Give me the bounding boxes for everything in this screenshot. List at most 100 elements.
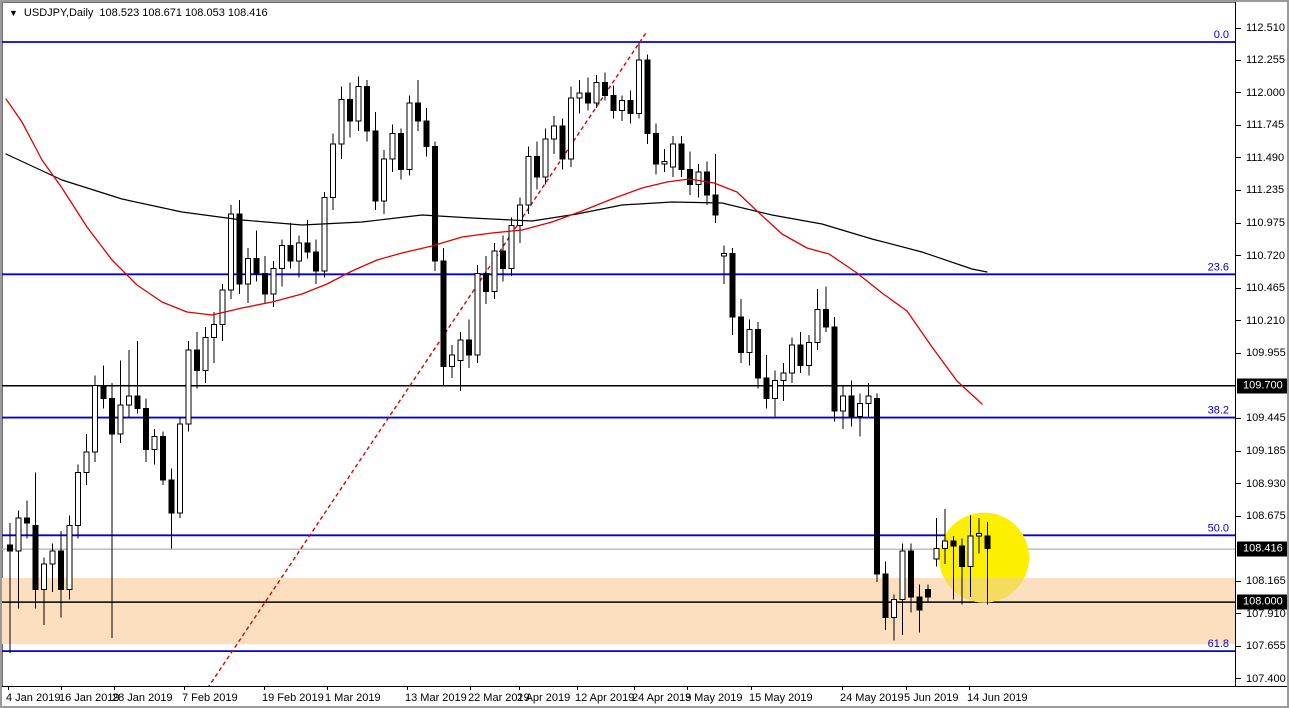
candle [899, 543, 906, 636]
candle [117, 360, 124, 443]
candle [355, 76, 362, 132]
candle [721, 245, 727, 284]
date-tick-mark [407, 686, 408, 690]
price-tick-label: 108.165 [1246, 575, 1286, 588]
ma-slow-black [5, 153, 988, 273]
candle [814, 288, 821, 351]
candle [661, 148, 668, 172]
candle [865, 383, 872, 417]
symbol-dropdown-icon[interactable]: ▼ [9, 8, 18, 18]
candle [321, 192, 328, 278]
time-axis[interactable]: 4 Jan 2019 16 Jan 2019 28 Jan 2019 7 Feb 20… [2, 686, 1287, 706]
chart-plot-area[interactable]: 0.0 23.6 38.2 50.0 61.8 [2, 2, 1235, 706]
date-tick-mark [751, 686, 752, 690]
candle [279, 239, 285, 287]
candle [772, 370, 778, 417]
price-tick-mark [1236, 92, 1241, 94]
price-tick-label: 110.210 [1246, 314, 1285, 327]
date-tick-mark [906, 686, 907, 690]
date-label: 2 Apr 2019 [517, 692, 571, 704]
candle [364, 80, 370, 142]
candle [942, 509, 948, 564]
price-tick-mark [1236, 287, 1241, 289]
price-badge: 109.700 [1237, 378, 1287, 394]
candle [202, 327, 209, 384]
candle [780, 362, 787, 401]
price-tick-mark [1236, 189, 1241, 191]
candle [270, 260, 277, 307]
price-tick-mark [1236, 59, 1241, 61]
fib-label-50.0: 50.0 [1208, 522, 1229, 534]
fib-label-0.0: 0.0 [1214, 29, 1229, 41]
candle [585, 77, 591, 111]
candle [823, 286, 829, 333]
candle [704, 161, 710, 205]
candle [253, 230, 260, 282]
candle [610, 85, 617, 119]
candle [389, 124, 396, 172]
candle [406, 95, 413, 176]
price-tick-mark [1236, 320, 1241, 322]
candle [559, 118, 566, 170]
date-label: 19 Feb 2019 [262, 692, 324, 704]
candle [330, 133, 336, 211]
candle [568, 86, 574, 167]
candle [338, 86, 345, 160]
price-tick-label: 108.930 [1246, 477, 1286, 490]
price-axis[interactable]: 112.510 112.255 112.000 111.745 111.490 111.2… [1235, 2, 1287, 686]
candle [381, 150, 387, 214]
candle [449, 344, 455, 379]
candle [806, 334, 812, 376]
price-tick-label: 110.465 [1246, 282, 1285, 295]
candle [177, 417, 183, 519]
price-tick-mark [1236, 157, 1241, 159]
candle [593, 75, 600, 109]
candle [984, 521, 991, 605]
date-label: 13 Mar 2019 [405, 692, 467, 704]
date-tick-mark [842, 686, 843, 690]
candle [738, 299, 744, 363]
candle [168, 468, 175, 549]
candle [228, 204, 234, 300]
date-tick-mark [470, 686, 471, 690]
price-tick-label: 112.510 [1246, 22, 1285, 34]
date-label: 28 Jan 2019 [112, 692, 173, 704]
candle [313, 239, 319, 284]
candle [160, 431, 166, 486]
candle [440, 248, 447, 386]
candle [483, 255, 489, 305]
date-tick-mark [327, 686, 328, 690]
price-badge: 108.000 [1237, 594, 1287, 610]
date-tick-mark [519, 686, 520, 690]
date-tick-mark [114, 686, 115, 690]
candle [287, 222, 294, 269]
supply-zone-rectangle[interactable] [2, 577, 1235, 645]
candle [508, 217, 515, 277]
candle [83, 434, 90, 486]
candle [678, 136, 685, 177]
date-tick-mark [969, 686, 970, 690]
date-label: 22 Mar 2019 [468, 692, 530, 704]
candle [891, 594, 897, 641]
candle [24, 500, 30, 539]
date-label: 7 Feb 2019 [182, 692, 238, 704]
candle [7, 523, 13, 654]
candle [950, 535, 957, 600]
candle [542, 128, 549, 185]
symbol-timeframe-label: USDJPY,Daily [23, 7, 94, 19]
candle [49, 543, 56, 592]
ma-fast-red [5, 98, 983, 405]
price-badge: 108.416 [1237, 541, 1287, 557]
date-label: 15 May 2019 [749, 692, 813, 704]
candle [746, 319, 753, 366]
candle [874, 393, 880, 582]
candle [763, 355, 770, 409]
candle [644, 54, 651, 144]
price-tick-mark [1236, 27, 1241, 29]
candle [976, 518, 982, 554]
date-tick-mark [8, 686, 9, 690]
candle [916, 584, 923, 633]
price-tick-label: 109.445 [1246, 412, 1286, 425]
chart-canvas[interactable]: 0.0 23.6 38.2 50.0 61.8 [2, 2, 1235, 706]
candle [134, 341, 141, 414]
